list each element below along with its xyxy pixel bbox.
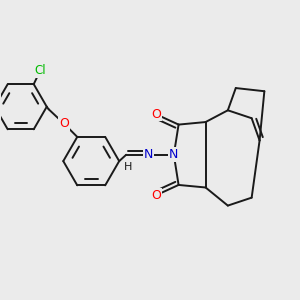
- Text: Cl: Cl: [34, 64, 46, 77]
- Text: O: O: [151, 108, 161, 121]
- Text: N: N: [144, 148, 153, 161]
- Text: O: O: [151, 189, 161, 202]
- Text: N: N: [169, 148, 178, 161]
- Text: O: O: [59, 117, 69, 130]
- Text: H: H: [124, 162, 132, 172]
